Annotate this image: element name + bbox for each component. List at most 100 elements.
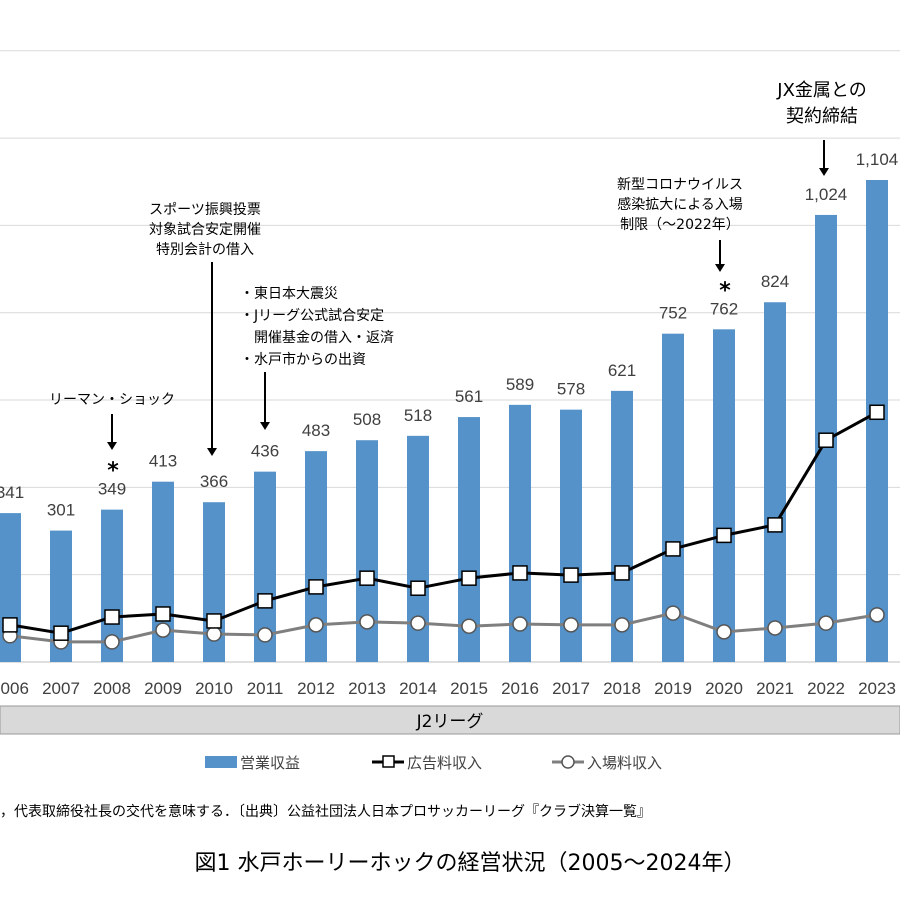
point-ticket-2019 xyxy=(665,605,681,621)
annotation-2010-line: 対象試合安定開催 xyxy=(149,222,261,238)
x-tick-labels: 2006 2007 2008 2009 2010 2011 2012 2013 2014 2015… xyxy=(0,679,896,698)
x-tick-2021: 2021 xyxy=(756,679,794,698)
j2-band xyxy=(0,705,900,735)
arrowhead-2010 xyxy=(207,448,217,456)
x-tick-2023: 2023 xyxy=(858,679,896,698)
point-ad-2016 xyxy=(512,565,528,581)
x-tick-2017: 2017 xyxy=(552,679,590,698)
x-tick-2007: 2007 xyxy=(42,679,80,698)
arrowhead-2008 xyxy=(107,442,117,450)
arrowhead-2020 xyxy=(715,264,725,272)
annotation-2011-line: 開催基金の借入・返済 xyxy=(240,329,394,346)
data-label-2023: 1,104 xyxy=(856,150,899,169)
x-tick-2012: 2012 xyxy=(297,679,335,698)
point-ticket-2018 xyxy=(614,617,630,633)
point-ad-2011 xyxy=(257,593,273,609)
bar-2023 xyxy=(866,180,888,662)
j2-band-label: J2リーグ xyxy=(416,712,484,732)
point-ad-2017 xyxy=(563,567,579,583)
line-ticket xyxy=(9,611,878,644)
x-tick-2014: 2014 xyxy=(399,679,437,698)
data-label-2017: 578 xyxy=(557,380,585,399)
point-ticket-2017 xyxy=(563,617,579,633)
bar-2020 xyxy=(713,329,735,662)
x-tick-2018: 2018 xyxy=(603,679,641,698)
arrowhead-2022 xyxy=(819,168,829,176)
data-labels: 341 301 349 413 366 436 483 508 518 561 589 578 621 7… xyxy=(0,150,898,520)
data-label-2009: 413 xyxy=(149,452,177,471)
bar-2014 xyxy=(407,435,429,662)
asterisk-marker-2008: * xyxy=(107,459,119,484)
point-ad-2015 xyxy=(461,570,477,586)
point-ticket-2011 xyxy=(257,627,273,643)
annotation-2010-line: スポーツ振興投票 xyxy=(149,202,261,218)
data-label-2018: 621 xyxy=(608,361,636,380)
legend: 営業収益 広告料収入 入場料収入 xyxy=(205,754,662,772)
annotation-2008-line: リーマン・ショック xyxy=(49,392,175,408)
point-ticket-2022 xyxy=(818,615,834,631)
bar-2015 xyxy=(458,417,480,662)
annotations: * * リーマン・ショック スポーツ振興投票対象試合安定開催特別会計の借入・東日本大震… xyxy=(49,80,867,484)
asterisk-marker-2020: * xyxy=(719,278,731,303)
x-tick-2015: 2015 xyxy=(450,679,488,698)
bars xyxy=(0,180,888,662)
data-label-2015: 561 xyxy=(455,387,483,406)
point-ticket-2016 xyxy=(512,616,528,632)
x-tick-2013: 2013 xyxy=(348,679,386,698)
bar-2013 xyxy=(356,440,378,662)
annotation-2022-line: 契約締結 xyxy=(786,106,858,127)
point-ad-2012 xyxy=(308,579,324,595)
bar-2012 xyxy=(305,451,327,662)
data-label-2010: 366 xyxy=(200,472,228,491)
data-label-2020: 762 xyxy=(710,299,738,318)
point-ad-2009 xyxy=(155,606,171,622)
legend-label-ad: 広告料収入 xyxy=(407,754,482,772)
point-ad-2006 xyxy=(2,617,18,633)
gridlines xyxy=(0,50,900,663)
data-label-2014: 518 xyxy=(404,406,432,425)
x-tick-2009: 2009 xyxy=(144,679,182,698)
data-label-2013: 508 xyxy=(353,410,381,429)
annotation-2022-line: JX金属との xyxy=(776,80,866,101)
point-ad-2023 xyxy=(869,404,885,421)
point-ticket-2020 xyxy=(716,624,732,640)
point-ticket-2013 xyxy=(359,614,375,630)
point-ticket-2014 xyxy=(410,615,426,631)
annotation-2011-line: ・水戸市からの出資 xyxy=(240,351,366,368)
point-ticket-2009 xyxy=(155,622,171,638)
x-tick-2010: 2010 xyxy=(195,679,233,698)
point-ticket-2010 xyxy=(206,626,222,642)
figure-title: 図1 水戸ホーリーホックの経営状況（2005～2024年） xyxy=(195,851,746,876)
point-ad-2022 xyxy=(818,432,834,448)
point-ticket-2008 xyxy=(104,634,120,650)
data-label-2016: 589 xyxy=(506,375,534,394)
line-ad xyxy=(9,410,878,635)
point-ad-2007 xyxy=(53,625,69,641)
x-tick-2019: 2019 xyxy=(654,679,692,698)
point-ad-2020 xyxy=(716,527,732,544)
legend-swatch-bar xyxy=(205,756,237,768)
point-ad-2018 xyxy=(614,565,630,581)
data-label-2021: 824 xyxy=(761,272,789,291)
annotation-2020-line: 新型コロナウイルス xyxy=(617,177,743,193)
point-ad-2008 xyxy=(104,609,120,625)
annotation-2011-line: ・Jリーグ公式試合安定 xyxy=(240,308,384,324)
x-tick-2008: 2008 xyxy=(93,679,131,698)
legend-circle-marker-icon xyxy=(561,755,575,769)
data-label-2008: 349 xyxy=(98,480,126,499)
data-label-2007: 301 xyxy=(47,501,75,520)
x-tick-2022: 2022 xyxy=(807,679,845,698)
annotation-2020-line: 感染拡大による入場 xyxy=(617,196,743,213)
annotation-2020-line: 制限（～2022年） xyxy=(620,217,740,233)
data-label-2019: 752 xyxy=(659,304,687,323)
bar-2018 xyxy=(611,390,633,662)
bar-2017 xyxy=(560,409,582,662)
x-tick-2016: 2016 xyxy=(501,679,539,698)
annotation-2011-line: ・東日本大震災 xyxy=(240,286,338,302)
point-ticket-2023 xyxy=(869,607,885,623)
point-ad-2014 xyxy=(410,580,426,596)
footnote: ，代表取締役社長の交代を意味する．〔出典〕公益社団法人日本プロサッカーリーグ『ク… xyxy=(0,803,651,820)
bar-2021 xyxy=(764,302,786,662)
point-ticket-2021 xyxy=(767,620,783,636)
